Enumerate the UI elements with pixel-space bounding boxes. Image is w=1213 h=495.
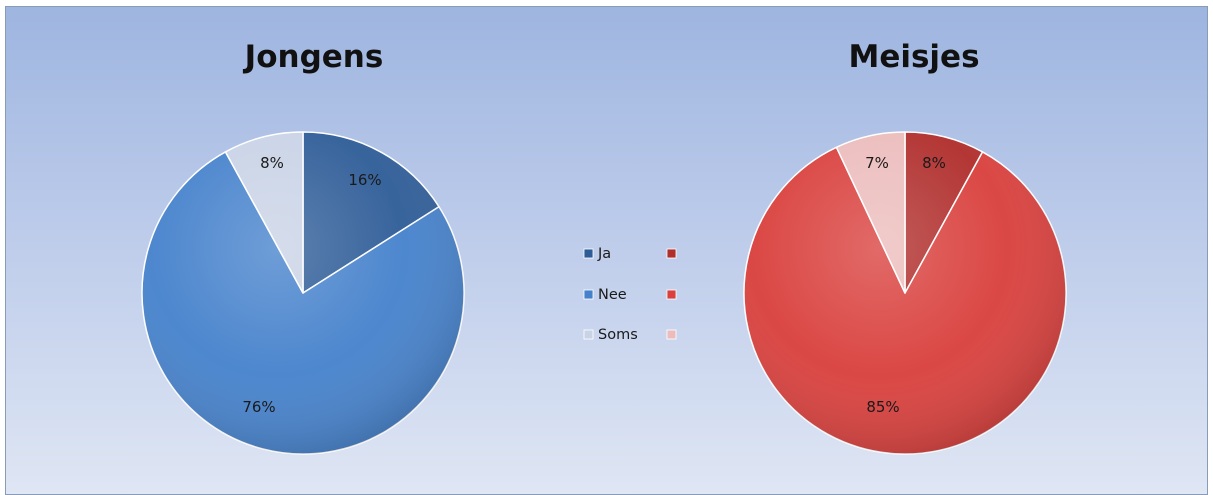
legend-swatch-ja-meisjes xyxy=(666,248,677,259)
jongens-pie: 16% 76% 8% xyxy=(141,131,465,455)
chart-area: Jongens Meisjes 16% 76% 8% 8% 85% 7% Ja Nee … xyxy=(5,6,1208,495)
legend: Ja Nee Soms xyxy=(583,246,677,343)
pie-charts-svg: Jongens Meisjes 16% 76% 8% 8% 85% 7% Ja Nee … xyxy=(141,39,1067,455)
meisjes-label-soms: 7% xyxy=(865,154,889,172)
meisjes-label-ja: 8% xyxy=(922,154,946,172)
legend-label-ja: Ja xyxy=(597,246,611,262)
legend-item-nee: Nee xyxy=(583,287,677,303)
legend-item-soms: Soms xyxy=(583,327,677,343)
jongens-label-ja: 16% xyxy=(348,171,381,189)
meisjes-pie: 8% 85% 7% xyxy=(743,131,1067,455)
jongens-label-nee: 76% xyxy=(242,398,275,416)
jongens-title: Jongens xyxy=(243,39,384,75)
meisjes-label-nee: 85% xyxy=(866,398,899,416)
legend-item-ja: Ja xyxy=(583,246,677,262)
meisjes-title: Meisjes xyxy=(848,39,979,75)
legend-swatch-soms-jongens xyxy=(583,329,594,340)
legend-swatch-soms-meisjes xyxy=(666,329,677,340)
legend-swatch-ja-jongens xyxy=(583,248,594,259)
legend-label-soms: Soms xyxy=(598,327,638,343)
legend-swatch-nee-meisjes xyxy=(666,289,677,300)
jongens-label-soms: 8% xyxy=(260,154,284,172)
legend-label-nee: Nee xyxy=(598,287,627,303)
legend-swatch-nee-jongens xyxy=(583,289,594,300)
